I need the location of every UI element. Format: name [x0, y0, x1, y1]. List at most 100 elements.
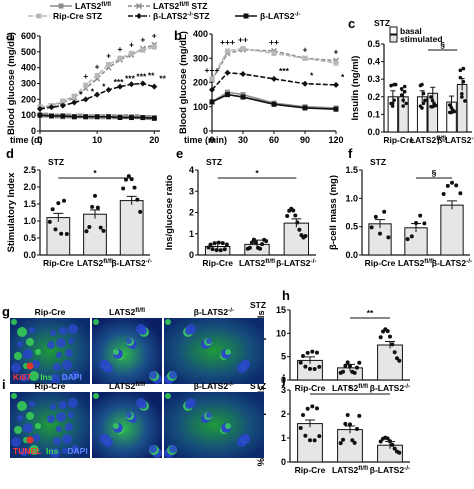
category-label-base: Rip-Cre	[295, 465, 326, 475]
y-tick-label: 15	[276, 305, 286, 315]
bar	[119, 200, 144, 256]
y-tick-label: 2	[281, 409, 286, 419]
data-dot	[399, 86, 404, 91]
data-dot	[138, 209, 143, 214]
data-point	[71, 114, 77, 120]
x-tick-label: 20	[149, 135, 159, 145]
data-dot	[308, 366, 312, 371]
significance-mark: +++	[220, 37, 235, 47]
y-tick-label: 1	[281, 433, 286, 443]
category-label: β-LATS2-/-	[432, 258, 472, 268]
data-point	[151, 83, 158, 90]
legend-entry: LATS2fl/fl STZ	[128, 1, 207, 11]
cell-nucleus	[149, 371, 157, 379]
data-point	[240, 46, 246, 52]
category-label-base: β-LATS2	[111, 258, 146, 268]
y-tick-label: 0	[281, 457, 286, 467]
category-label-base: LATS2	[77, 258, 104, 268]
data-dot	[405, 237, 410, 242]
data-point	[128, 115, 134, 121]
x-tick-label: 60	[269, 135, 279, 145]
data-dot	[378, 231, 382, 236]
micrograph-header-sup: fl/fl	[135, 307, 145, 314]
significance-mark: ++	[238, 35, 248, 45]
y-tick-label: 5	[281, 352, 286, 362]
y-axis-label: Stimulatory Index	[6, 172, 17, 252]
data-dot	[378, 335, 383, 340]
category-label-sup: fl/fl	[265, 258, 275, 265]
x-axis-label: time (d)	[10, 135, 43, 145]
category-label-base: LATS2	[239, 258, 266, 268]
legend-label-sup: -/-	[187, 11, 193, 18]
cell-nucleus	[17, 401, 27, 411]
category-label: LATS2fl/fl	[332, 383, 368, 393]
data-dot	[303, 364, 308, 369]
legend-label-base: LATS2	[153, 1, 180, 11]
data-dot	[385, 329, 390, 334]
legend-label-suffix: STZ	[189, 1, 207, 11]
category-label: LATS2fl/fl	[77, 258, 113, 268]
data-dot	[101, 228, 106, 233]
panel-letter-g: g	[2, 304, 10, 319]
chart-c: 0.0 0.1 0.2 0.3 0.4 0.5 Insulin (ng/ml) STZ Rip-…	[348, 16, 474, 145]
micrograph-header: β-LATS2-/-	[194, 307, 234, 317]
significance-mark: *	[91, 86, 95, 96]
y-axis-label: Blood glucose (mg/dL)	[6, 32, 17, 135]
data-dot	[298, 360, 303, 365]
series-line	[211, 93, 337, 110]
data-dot	[258, 246, 263, 251]
category-label-base: β-LATS2	[370, 383, 405, 393]
data-dot	[350, 438, 355, 443]
category-label: Rip-Cre	[365, 258, 396, 268]
data-dot	[357, 360, 362, 365]
data-dot	[47, 219, 52, 224]
legend-label: stimulated	[400, 34, 443, 44]
category-label: β-LATS2-/-	[111, 258, 151, 268]
cell-nucleus	[29, 371, 39, 381]
y-axis-label: Insulin (ng/ml)	[350, 56, 361, 121]
data-dot	[295, 220, 300, 225]
data-dot	[404, 101, 409, 106]
data-point	[209, 76, 215, 82]
y-tick-label: 1.5	[345, 165, 358, 175]
data-dot	[308, 438, 312, 443]
data-dot	[123, 177, 128, 182]
y-tick-label: 400	[193, 29, 208, 39]
category-label-base: LATS2	[332, 383, 359, 393]
data-dot	[429, 95, 433, 99]
data-dot	[421, 101, 426, 106]
legend-entry: β-LATS2-/-STZ	[128, 11, 210, 21]
data-point	[82, 96, 89, 103]
x-tick-label: 0	[209, 135, 214, 145]
panel-letter-j: j	[281, 372, 286, 387]
cell-nucleus	[126, 412, 132, 418]
data-point	[302, 105, 308, 111]
legend-label: Rip-Cre STZ	[53, 11, 102, 21]
data-dot	[414, 220, 418, 225]
legend-label-base: β-LATS2	[153, 11, 188, 21]
panel-letter-i: i	[2, 377, 6, 392]
data-point	[209, 99, 215, 105]
cell-nucleus	[126, 338, 132, 344]
bar	[83, 213, 107, 256]
data-dot	[458, 75, 463, 80]
stain-label: TUNEL	[13, 446, 41, 456]
chart-title: STZ	[206, 157, 222, 167]
data-dot	[64, 231, 69, 236]
significance-mark: *	[102, 82, 106, 92]
significance-mark: §	[432, 168, 437, 178]
micrograph-header-sup: -/-	[228, 381, 234, 388]
cell-nucleus	[26, 412, 34, 420]
data-dot	[354, 427, 359, 432]
data-dot	[352, 440, 357, 445]
category-label-base: Rip-Cre	[202, 258, 233, 268]
legend-label-base: LATS2	[75, 1, 102, 11]
data-dot	[447, 103, 452, 107]
chart-b: 0 100 200 300 400 0 30 60 90 120 time (min)Blood g…	[174, 28, 345, 145]
data-point	[117, 115, 123, 121]
data-dot	[388, 439, 392, 444]
data-dot	[386, 235, 391, 240]
cell-nucleus	[71, 445, 79, 453]
y-axis-label: Ins/glucose ratio	[164, 175, 175, 251]
series-line	[39, 43, 155, 109]
